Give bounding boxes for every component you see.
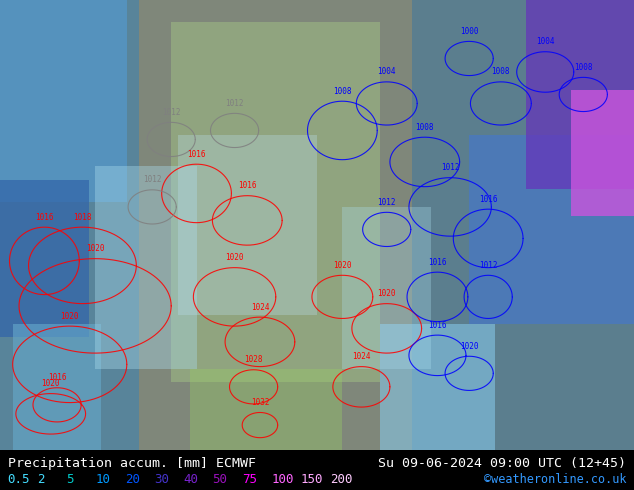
Bar <box>13 324 101 450</box>
Text: Su 09-06-2024 09:00 UTC (12+45): Su 09-06-2024 09:00 UTC (12+45) <box>378 457 626 470</box>
Text: 1016: 1016 <box>428 258 447 267</box>
Text: 1020: 1020 <box>225 253 244 262</box>
Text: 1016: 1016 <box>238 181 257 190</box>
Bar <box>190 369 342 450</box>
Text: 1018: 1018 <box>73 213 92 222</box>
Text: 1012: 1012 <box>162 108 181 117</box>
Text: 1004: 1004 <box>536 37 555 47</box>
Text: 1020: 1020 <box>460 342 479 351</box>
Text: 1008: 1008 <box>574 63 593 72</box>
Text: Precipitation accum. [mm] ECMWF: Precipitation accum. [mm] ECMWF <box>8 457 256 470</box>
Bar <box>0 0 127 202</box>
Bar <box>469 135 634 324</box>
Text: 150: 150 <box>301 473 323 486</box>
Bar <box>526 0 634 189</box>
Text: 1012: 1012 <box>479 261 498 270</box>
Text: 1020: 1020 <box>60 312 79 321</box>
Text: 1016: 1016 <box>35 213 54 222</box>
Text: 1008: 1008 <box>491 68 510 76</box>
Text: 1024: 1024 <box>250 303 269 312</box>
Text: 1016: 1016 <box>428 321 447 330</box>
Text: 30: 30 <box>154 473 169 486</box>
Bar <box>0 0 139 450</box>
Text: 1020: 1020 <box>41 379 60 388</box>
Text: 1012: 1012 <box>143 175 162 184</box>
Text: 2: 2 <box>37 473 44 486</box>
Text: 1016: 1016 <box>479 195 498 204</box>
Bar <box>412 0 634 450</box>
Text: 1000: 1000 <box>460 27 479 36</box>
Text: 1024: 1024 <box>352 352 371 361</box>
Text: 0.5: 0.5 <box>8 473 30 486</box>
Text: 50: 50 <box>212 473 228 486</box>
Text: 1020: 1020 <box>377 289 396 298</box>
Text: 20: 20 <box>125 473 139 486</box>
Text: 1016: 1016 <box>48 373 67 382</box>
Text: 40: 40 <box>183 473 198 486</box>
Bar <box>171 23 380 382</box>
Bar <box>95 167 197 369</box>
Text: 10: 10 <box>96 473 110 486</box>
Text: 1008: 1008 <box>415 123 434 132</box>
Text: 1016: 1016 <box>187 150 206 159</box>
Bar <box>342 207 431 369</box>
Bar <box>178 135 317 315</box>
Text: 1012: 1012 <box>225 99 244 108</box>
Bar <box>571 90 634 216</box>
Text: 5: 5 <box>66 473 74 486</box>
Text: 1028: 1028 <box>244 355 263 365</box>
Text: 75: 75 <box>242 473 257 486</box>
Text: 200: 200 <box>330 473 352 486</box>
Text: 1012: 1012 <box>441 163 460 172</box>
Text: 1008: 1008 <box>333 87 352 96</box>
Text: 1020: 1020 <box>333 261 352 270</box>
Text: 1004: 1004 <box>377 68 396 76</box>
Text: 1012: 1012 <box>377 198 396 207</box>
Text: ©weatheronline.co.uk: ©weatheronline.co.uk <box>484 473 626 486</box>
Text: 1032: 1032 <box>250 398 269 407</box>
Bar <box>139 0 412 450</box>
Text: 1020: 1020 <box>86 244 105 253</box>
Bar <box>380 324 495 450</box>
Bar <box>0 180 89 337</box>
Text: 100: 100 <box>271 473 294 486</box>
